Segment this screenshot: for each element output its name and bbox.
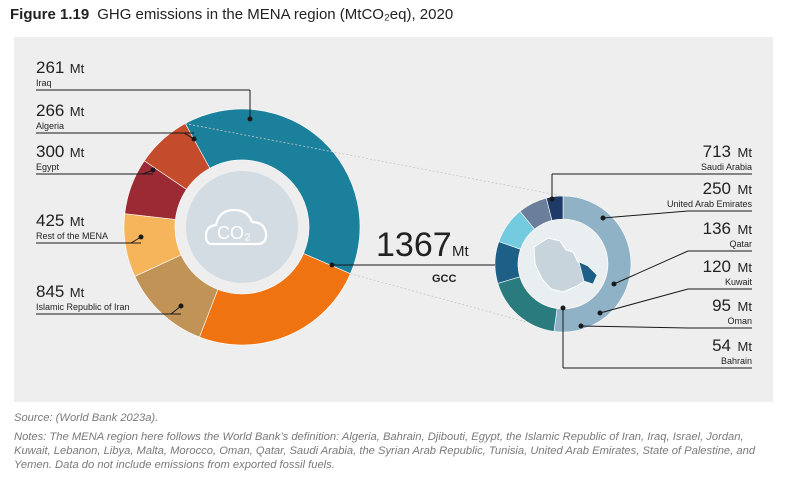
dot-oman <box>578 323 584 329</box>
label-saudi-arabia: Saudi Arabia <box>701 162 752 172</box>
gcc-slice-saudi-arabia <box>553 195 632 333</box>
figure-number: Figure 1.19 <box>10 6 90 23</box>
leader-drop-united-arab-emirates <box>602 210 689 219</box>
dot-kuwait <box>597 310 603 316</box>
dot-iraq <box>247 116 253 122</box>
co2-icon-label: CO₂ <box>217 223 251 243</box>
cloud-icon <box>204 208 268 246</box>
label-kuwait: Kuwait <box>725 277 753 287</box>
center-circle <box>186 171 298 283</box>
source-note: Source: (World Bank 2023a). <box>14 412 159 424</box>
dot-qatar <box>611 281 617 287</box>
unit-algeria: Mt <box>70 104 85 119</box>
unit-united-arab-emirates: Mt <box>738 182 753 197</box>
unit-saudi-arabia: Mt <box>738 145 753 160</box>
value-egypt: 300 <box>36 142 64 161</box>
label-oman: Oman <box>727 316 752 326</box>
dot-saudi-arabia <box>549 196 555 202</box>
value-rest-of-the-mena: 425 <box>36 211 64 230</box>
leader-drop-qatar <box>613 250 689 285</box>
gcc-total-unit: Mt <box>452 243 469 260</box>
label-algeria: Algeria <box>36 121 64 131</box>
unit-islamic-republic-of-iran: Mt <box>70 285 85 300</box>
label-iraq: Iraq <box>36 78 52 88</box>
leader-drop-oman <box>580 325 689 329</box>
value-kuwait: 120 <box>703 257 731 276</box>
unit-egypt: Mt <box>70 145 85 160</box>
label-bahrain: Bahrain <box>721 356 752 366</box>
figure-title: Figure 1.19 GHG emissions in the MENA reg… <box>10 6 453 23</box>
label-rest-of-the-mena: Rest of the MENA <box>36 231 108 241</box>
unit-rest-of-the-mena: Mt <box>70 214 85 229</box>
value-bahrain: 54 <box>712 336 731 355</box>
leader-drop-kuwait <box>599 288 689 314</box>
label-islamic-republic-of-iran: Islamic Republic of Iran <box>36 302 130 312</box>
connector-line-bottom <box>350 273 564 333</box>
label-united-arab-emirates: United Arab Emirates <box>667 199 753 209</box>
value-algeria: 266 <box>36 101 64 120</box>
notes-text: Notes: The MENA region here follows the … <box>14 431 756 471</box>
value-islamic-republic-of-iran: 845 <box>36 282 64 301</box>
value-iraq: 261 <box>36 58 64 77</box>
gcc-country-map <box>578 261 598 285</box>
value-saudi-arabia: 713 <box>703 142 731 161</box>
main-slice-gcc <box>184 108 361 275</box>
unit-qatar: Mt <box>738 222 753 237</box>
connector-line-top <box>185 123 564 197</box>
dot-algeria <box>191 136 197 142</box>
value-qatar: 136 <box>703 219 731 238</box>
dot-bahrain <box>560 305 566 311</box>
gcc-total-value: 1367 <box>376 226 452 264</box>
figure-title-text: GHG emissions in the MENA region (MtCO₂e… <box>97 6 454 23</box>
dot-egypt <box>150 167 156 173</box>
label-egypt: Egypt <box>36 162 60 172</box>
value-united-arab-emirates: 250 <box>703 179 731 198</box>
unit-bahrain: Mt <box>738 339 753 354</box>
unit-kuwait: Mt <box>738 260 753 275</box>
value-oman: 95 <box>712 296 731 315</box>
unit-iraq: Mt <box>70 61 85 76</box>
gcc-total-label: GCC <box>432 273 457 285</box>
dot-united-arab-emirates <box>600 215 606 221</box>
label-qatar: Qatar <box>729 239 752 249</box>
dot-rest-of-the-mena <box>138 234 144 240</box>
figure-footer: Source: (World Bank 2023a). Notes: The M… <box>14 411 779 472</box>
unit-oman: Mt <box>738 299 753 314</box>
dot-islamic-republic-of-iran <box>178 303 184 309</box>
